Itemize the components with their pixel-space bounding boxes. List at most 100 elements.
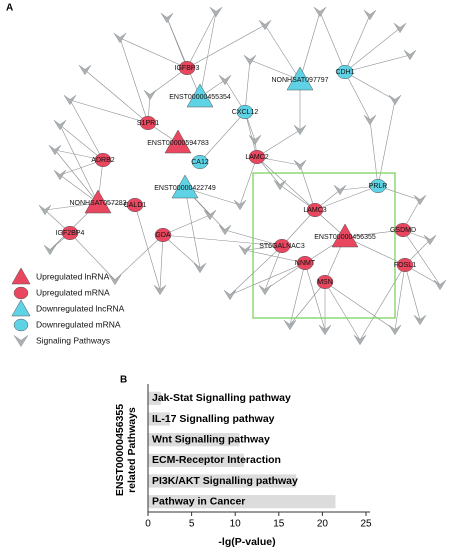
pathway-node	[393, 23, 407, 34]
legend: Upregulated lnRNA Upregulated mRNA Downreg…	[11, 267, 125, 347]
node-label: LAMC2	[245, 154, 268, 161]
pathway-node	[160, 13, 174, 24]
x-tick-label: 0	[145, 519, 151, 530]
pathway-node	[258, 20, 272, 31]
edge	[54, 149, 99, 204]
bar	[148, 474, 297, 488]
pathway-node	[333, 185, 347, 196]
pathway-node	[243, 55, 257, 66]
pathway-node	[218, 75, 232, 86]
pathway-node	[143, 90, 157, 101]
category-label: IL-17 Signalling pathway	[152, 413, 275, 425]
bar	[148, 412, 170, 426]
edge	[159, 234, 164, 291]
edge	[324, 281, 361, 341]
x-tick-label: 5	[189, 519, 195, 530]
category-label: ECM-Receptor Interaction	[152, 454, 281, 466]
edge	[289, 262, 306, 326]
node-label: GSDMD	[390, 227, 416, 234]
lncrna-node	[171, 174, 199, 199]
node-label: NNMT	[295, 260, 316, 267]
edge	[402, 229, 441, 286]
pathway-node	[313, 7, 327, 18]
edge	[84, 69, 149, 124]
pathway-node	[53, 120, 67, 131]
pathway-node	[413, 195, 427, 206]
x-tick-label: 20	[317, 519, 329, 530]
node-label: ENST00000455354	[169, 94, 231, 101]
edge	[166, 17, 201, 98]
pathway-node	[223, 290, 237, 301]
lncrna-node	[286, 66, 314, 91]
lncrna-node	[11, 299, 31, 317]
x-tick-label: 15	[273, 519, 285, 530]
pathway-node	[388, 325, 402, 336]
bar	[148, 453, 244, 467]
mrna-node	[236, 104, 254, 120]
bar	[148, 495, 336, 509]
legend-label: Downregulated mRNA	[36, 319, 121, 329]
edge	[344, 71, 396, 101]
node-label: IGF2BP4	[56, 230, 85, 237]
pathway-node	[363, 10, 377, 21]
edge	[344, 54, 411, 73]
node-label: GDA	[155, 232, 171, 239]
pathway-node	[153, 285, 167, 296]
edge	[186, 11, 217, 69]
edge	[319, 11, 346, 73]
edge	[69, 232, 116, 281]
mrna-node	[13, 318, 29, 332]
edge	[184, 187, 201, 269]
y-axis-label: related Pathways	[126, 407, 138, 493]
edge	[114, 234, 164, 281]
legend-label: Downregulated lncRNA	[36, 303, 125, 313]
mrna-node	[61, 225, 79, 241]
mrna-node	[178, 60, 196, 76]
edge	[229, 245, 283, 296]
pathway-node	[283, 320, 297, 331]
node-label: ST6GALNAC3	[259, 243, 305, 250]
edge	[256, 156, 316, 211]
pathway-node	[413, 315, 427, 326]
pathway-node	[363, 115, 377, 126]
legend-label: Signaling Pathways	[36, 335, 110, 345]
pathway-node	[13, 335, 29, 347]
edge	[299, 11, 321, 81]
edge	[359, 264, 406, 341]
pathway-node	[238, 245, 252, 256]
mrna-node	[306, 202, 324, 218]
x-axis-label: -lg(P-value)	[218, 536, 275, 548]
pathway-node	[273, 180, 287, 191]
pathway-node	[353, 335, 367, 346]
pathway-node	[388, 95, 402, 106]
mrna-node	[13, 286, 29, 300]
pathway-node	[233, 200, 247, 211]
mrna-node	[139, 115, 157, 131]
x-tick-label: 10	[230, 519, 242, 530]
pathway-node	[53, 170, 67, 181]
node-label: CALD1	[124, 202, 147, 209]
lncrna-node	[186, 83, 214, 108]
pathway-node	[318, 325, 332, 336]
bar	[148, 391, 162, 405]
pathway-node	[78, 65, 92, 76]
mrna-node	[396, 257, 414, 273]
pathway-node	[248, 135, 262, 146]
edge	[162, 234, 283, 247]
mrna-node	[248, 149, 266, 165]
category-label: Wnt Signalling pathway	[152, 433, 270, 445]
pathway-node	[423, 235, 437, 246]
pathway-node	[38, 205, 52, 216]
lncrna-node	[331, 223, 359, 248]
node-label: ENST00000422749	[154, 185, 216, 192]
highlight-box	[252, 172, 396, 319]
edge	[344, 27, 401, 73]
edge	[264, 245, 283, 291]
legend-label: Upregulated lnRNA	[36, 271, 110, 281]
node-label: FOSL1	[394, 262, 416, 269]
mrna-node	[191, 154, 209, 170]
mrna-node	[273, 238, 291, 254]
x-tick-label: 25	[360, 519, 372, 530]
bar-chart: 0 5 10 15 20 25 Jak-Stat Signalling pathway IL-…	[114, 384, 372, 548]
